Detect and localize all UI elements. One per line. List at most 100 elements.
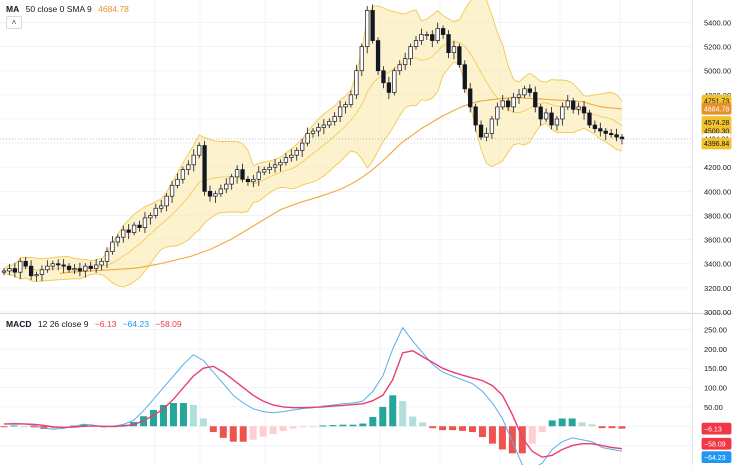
macd-tag-bg — [701, 422, 732, 435]
macd-line-value: −64.23 — [122, 319, 149, 329]
candle-body — [88, 265, 93, 269]
macd-histogram-bar — [199, 418, 207, 427]
candle-body — [462, 64, 467, 90]
candle-body — [522, 88, 527, 96]
macd-histogram-bar — [299, 426, 307, 428]
price-axis-tick: 5000.00 — [704, 67, 731, 76]
macd-histogram-bar — [339, 424, 347, 427]
macd-signal-line — [4, 350, 623, 458]
candle-body — [560, 106, 565, 120]
macd-histogram-bar — [309, 426, 317, 428]
candle-body — [533, 92, 538, 108]
macd-histogram-bar — [618, 426, 626, 429]
candle-body — [435, 28, 440, 41]
candle-body — [538, 106, 543, 120]
candle-body — [12, 268, 17, 273]
price-axis[interactable]: 5400.005200.005000.004800.004600.004400.… — [704, 18, 731, 450]
candle-body — [598, 128, 603, 132]
macd-histogram-bar — [459, 426, 467, 431]
candle-body — [310, 130, 316, 134]
candle-body — [549, 112, 554, 126]
price-tag-bg — [701, 137, 732, 150]
candle-body — [115, 236, 120, 243]
macd-histogram-bar — [150, 410, 158, 427]
candle-body — [614, 134, 619, 138]
candle-body — [321, 124, 326, 128]
candle-body — [495, 106, 500, 120]
price-tag: 4396.84 — [704, 141, 729, 148]
candle-body — [581, 106, 587, 114]
candle-body — [240, 169, 245, 180]
macd-histogram-bar — [538, 426, 546, 433]
candle-body — [316, 127, 321, 132]
candle-body — [56, 263, 61, 266]
macd-histogram-bar — [249, 426, 257, 440]
candle-body — [343, 104, 348, 108]
macd-histogram-bar — [30, 426, 38, 428]
candle-body — [392, 70, 397, 93]
candle-body — [403, 58, 408, 66]
candle-body — [142, 217, 148, 228]
candle-body — [197, 145, 202, 156]
candle-body — [603, 130, 608, 134]
candle-body — [592, 124, 598, 129]
macd-histogram-bar — [439, 426, 447, 431]
candle-body — [609, 133, 614, 136]
ma-50-path — [59, 97, 623, 274]
candle-body — [7, 268, 12, 272]
candle-body — [131, 224, 137, 233]
macd-axis-tick: 250.00 — [704, 326, 727, 335]
candle-body — [218, 188, 223, 195]
macd-axis-tick: 150.00 — [704, 364, 727, 373]
ma-legend-name: MA — [6, 4, 20, 14]
macd-line — [3, 326, 623, 465]
candle-body — [457, 46, 462, 66]
candle-body — [489, 118, 495, 134]
macd-tag-bg — [701, 451, 732, 463]
candle-body — [332, 116, 337, 122]
macd-histogram-bar — [80, 424, 88, 427]
macd-histogram-value: −6.13 — [94, 319, 117, 329]
macd-histogram-bar — [409, 416, 417, 427]
macd-histogram-bar — [20, 426, 28, 428]
macd-legend[interactable]: MACD 12 26 close 9 −6.13 −64.23 −58.09 — [6, 319, 186, 329]
candle-body — [121, 229, 126, 238]
candle-body — [419, 34, 424, 41]
candle-body — [50, 263, 55, 267]
price-tags: 4751.734684.784574.284500.304434.814396.… — [0, 94, 732, 463]
macd-histogram-bar — [558, 418, 566, 427]
macd-histogram-bar — [189, 404, 197, 427]
candlestick-series — [1, 4, 625, 282]
candle-body — [34, 274, 39, 277]
price-axis-tick: 5400.00 — [704, 18, 731, 27]
macd-tag: −58.09 — [704, 441, 726, 448]
macd-axis-tick: 50.00 — [704, 403, 723, 412]
candle-body — [565, 100, 570, 108]
macd-histogram-bar — [498, 426, 506, 450]
macd-axis-tick: 100.00 — [704, 384, 727, 393]
macd-histogram-bar — [269, 426, 277, 434]
price-axis-tick: 3200.00 — [704, 284, 731, 293]
candle-body — [543, 112, 549, 120]
candle-body — [66, 265, 72, 271]
macd-histogram-bar — [508, 426, 516, 454]
collapse-legend-button[interactable]: ˄ — [6, 16, 22, 29]
candle-body — [23, 260, 28, 267]
candle-body — [430, 34, 435, 41]
candle-body — [500, 100, 505, 108]
macd-histogram-bar — [279, 426, 287, 431]
macd-histogram-bar — [608, 426, 616, 429]
ma-legend[interactable]: MA 50 close 0 SMA 9 4684.78 — [6, 4, 133, 14]
candle-body — [413, 40, 419, 47]
macd-histogram-bar — [319, 425, 327, 427]
candle-body — [175, 178, 180, 186]
candle-body — [397, 64, 402, 72]
price-axis-tick: 3400.00 — [704, 260, 731, 269]
candle-body — [381, 70, 386, 84]
price-axis-tick: 3600.00 — [704, 236, 731, 245]
candle-body — [484, 133, 489, 138]
candle-body — [327, 121, 332, 126]
price-tag: 4751.73 — [704, 98, 729, 105]
macd-histogram-bar — [219, 426, 227, 438]
